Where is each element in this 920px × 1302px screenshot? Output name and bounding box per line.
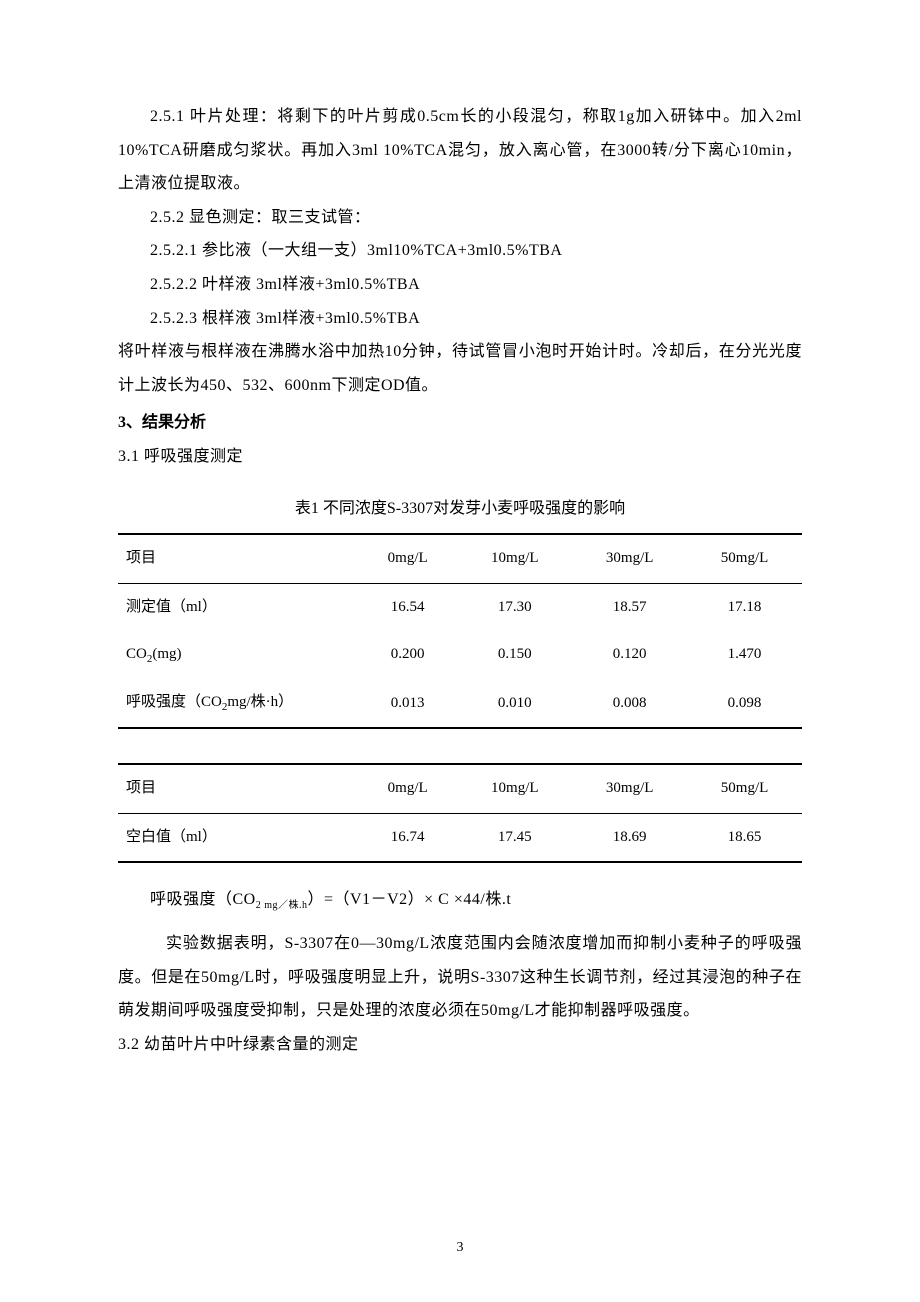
heading-31: 3.1 呼吸强度测定 bbox=[118, 440, 802, 474]
table1-r2-c1: 0.013 bbox=[358, 679, 457, 728]
table2-r0-c4: 18.65 bbox=[687, 813, 802, 862]
formula-suffix: ）=（V1－V2）× C ×44/株.t bbox=[308, 891, 512, 908]
table1-r0-c2: 17.30 bbox=[457, 583, 572, 631]
table1-row-2: 呼吸强度（CO2mg/株·h） 0.013 0.010 0.008 0.098 bbox=[118, 679, 802, 728]
paragraph-2523: 2.5.2.3 根样液 3ml样液+3ml0.5%TBA bbox=[118, 302, 802, 336]
table1-r2-label-suffix: mg/株·h） bbox=[227, 694, 293, 710]
heading-3: 3、结果分析 bbox=[118, 406, 802, 440]
table2-r0-label: 空白值（ml） bbox=[118, 813, 358, 862]
table1-r1-c4: 1.470 bbox=[687, 631, 802, 679]
table2-r0-c3: 18.69 bbox=[572, 813, 687, 862]
analysis-paragraph: 实验数据表明，S-3307在0—30mg/L浓度范围内会随浓度增加而抑制小麦种子… bbox=[118, 927, 802, 1028]
table1-r2-c2: 0.010 bbox=[457, 679, 572, 728]
table1-r1-c2: 0.150 bbox=[457, 631, 572, 679]
table1-r2-c3: 0.008 bbox=[572, 679, 687, 728]
table2-header-0: 项目 bbox=[118, 764, 358, 813]
table1-r0-c3: 18.57 bbox=[572, 583, 687, 631]
heading-32: 3.2 幼苗叶片中叶绿素含量的测定 bbox=[118, 1028, 802, 1062]
table1-header-row: 项目 0mg/L 10mg/L 30mg/L 50mg/L bbox=[118, 534, 802, 583]
table1-r0-label: 测定值（ml） bbox=[118, 583, 358, 631]
table1-r2-label: 呼吸强度（CO2mg/株·h） bbox=[118, 679, 358, 728]
table1-header-1: 0mg/L bbox=[358, 534, 457, 583]
paragraph-2522: 2.5.2.2 叶样液 3ml样液+3ml0.5%TBA bbox=[118, 268, 802, 302]
table2-header-2: 10mg/L bbox=[457, 764, 572, 813]
table1-r0-c1: 16.54 bbox=[358, 583, 457, 631]
paragraph-boil: 将叶样液与根样液在沸腾水浴中加热10分钟，待试管冒小泡时开始计时。冷却后，在分光… bbox=[118, 335, 802, 402]
table2-header-row: 项目 0mg/L 10mg/L 30mg/L 50mg/L bbox=[118, 764, 802, 813]
table2-r0-c1: 16.74 bbox=[358, 813, 457, 862]
table1-header-2: 10mg/L bbox=[457, 534, 572, 583]
formula: 呼吸强度（CO2 mg／株.h）=（V1－V2）× C ×44/株.t bbox=[118, 883, 802, 917]
table1-r1-label: CO2(mg) bbox=[118, 631, 358, 679]
table2-header-3: 30mg/L bbox=[572, 764, 687, 813]
paragraph-2521: 2.5.2.1 参比液（一大组一支）3ml10%TCA+3ml0.5%TBA bbox=[118, 234, 802, 268]
formula-sub2: mg／株.h bbox=[261, 901, 307, 912]
paragraph-251: 2.5.1 叶片处理：将剩下的叶片剪成0.5cm长的小段混匀，称取1g加入研钵中… bbox=[118, 100, 802, 201]
table1-header-4: 50mg/L bbox=[687, 534, 802, 583]
table1-caption: 表1 不同浓度S-3307对发芽小麦呼吸强度的影响 bbox=[118, 492, 802, 526]
table1-header-0: 项目 bbox=[118, 534, 358, 583]
paragraph-252: 2.5.2 显色测定：取三支试管： bbox=[118, 201, 802, 235]
table2-header-1: 0mg/L bbox=[358, 764, 457, 813]
table1-r2-c4: 0.098 bbox=[687, 679, 802, 728]
table1-r2-label-prefix: 呼吸强度（CO bbox=[126, 694, 222, 710]
formula-prefix: 呼吸强度（CO bbox=[150, 891, 256, 908]
table1-row-1: CO2(mg) 0.200 0.150 0.120 1.470 bbox=[118, 631, 802, 679]
table1-r1-c3: 0.120 bbox=[572, 631, 687, 679]
table1-row-0: 测定值（ml） 16.54 17.30 18.57 17.18 bbox=[118, 583, 802, 631]
page-number: 3 bbox=[457, 1233, 464, 1262]
table1-header-3: 30mg/L bbox=[572, 534, 687, 583]
table1-r0-c4: 17.18 bbox=[687, 583, 802, 631]
table2-header-4: 50mg/L bbox=[687, 764, 802, 813]
table-2: 项目 0mg/L 10mg/L 30mg/L 50mg/L 空白值（ml） 16… bbox=[118, 763, 802, 863]
table1-r1-c1: 0.200 bbox=[358, 631, 457, 679]
table2-r0-c2: 17.45 bbox=[457, 813, 572, 862]
table2-row-0: 空白值（ml） 16.74 17.45 18.69 18.65 bbox=[118, 813, 802, 862]
table1-r1-label-suffix: (mg) bbox=[152, 646, 181, 662]
table-1: 项目 0mg/L 10mg/L 30mg/L 50mg/L 测定值（ml） 16… bbox=[118, 533, 802, 729]
table1-r1-label-prefix: CO bbox=[126, 646, 147, 662]
